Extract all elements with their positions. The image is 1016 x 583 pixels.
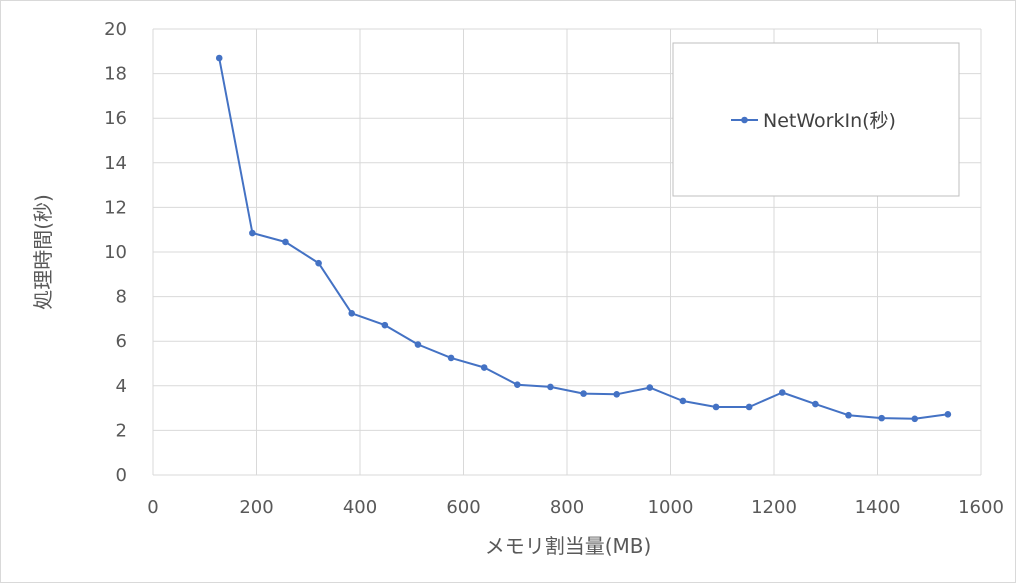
data-point-4 — [348, 310, 356, 317]
data-point-14 — [679, 397, 687, 405]
data-point-3 — [315, 259, 322, 267]
x-axis-ticks: 0 200 400 600 800 1000 1200 1400 1600 — [147, 497, 1004, 518]
data-point-13 — [646, 384, 654, 391]
data-point-19 — [845, 411, 852, 419]
x-tick-label-6: 1200 — [751, 497, 797, 518]
y-tick-label-3: 6 — [116, 331, 127, 352]
data-point-9 — [514, 381, 521, 388]
x-tick-label-7: 1400 — [855, 497, 901, 518]
data-point-11 — [580, 390, 587, 397]
series-group — [215, 54, 952, 423]
data-point-20 — [878, 414, 885, 422]
y-axis-ticks: 0 2 4 6 8 10 12 14 16 18 20 — [104, 19, 127, 486]
y-tick-label-6: 12 — [104, 197, 127, 218]
data-point-10 — [547, 383, 554, 391]
x-tick-label-0: 0 — [147, 497, 158, 518]
y-tick-label-4: 8 — [116, 287, 127, 308]
data-point-8 — [480, 364, 488, 371]
x-tick-label-2: 400 — [343, 497, 377, 518]
legend-label: NetWorkIn(秒) — [763, 110, 896, 132]
legend: NetWorkIn(秒) — [672, 42, 960, 197]
x-tick-label-1: 200 — [239, 497, 273, 518]
data-point-12 — [613, 390, 620, 398]
y-tick-label-8: 16 — [104, 108, 127, 129]
data-point-7 — [447, 354, 455, 362]
data-point-16 — [745, 403, 753, 411]
data-point-21 — [911, 415, 919, 423]
x-tick-label-4: 800 — [550, 497, 584, 518]
data-point-2 — [282, 238, 289, 246]
y-tick-label-10: 20 — [104, 19, 127, 40]
data-point-15 — [712, 403, 720, 411]
x-tick-label-3: 600 — [446, 497, 480, 518]
y-tick-label-9: 18 — [104, 64, 127, 85]
data-point-18 — [812, 400, 819, 408]
x-tick-label-5: 1000 — [648, 497, 694, 518]
y-axis-title: 処理時間(秒) — [31, 194, 55, 310]
y-tick-label-0: 0 — [116, 465, 127, 486]
data-point-6 — [414, 341, 422, 348]
y-tick-label-1: 2 — [116, 420, 127, 441]
data-point-17 — [778, 389, 786, 396]
y-tick-label-5: 10 — [104, 242, 127, 263]
x-axis-title: メモリ割当量(MB) — [485, 534, 652, 558]
data-point-0 — [215, 54, 223, 62]
data-point-1 — [249, 229, 256, 237]
y-tick-label-7: 14 — [104, 153, 127, 174]
legend-point-marker — [741, 116, 748, 124]
y-tick-label-2: 4 — [116, 376, 127, 397]
data-point-22 — [944, 411, 952, 418]
grid — [152, 28, 982, 476]
data-point-5 — [381, 321, 389, 329]
x-tick-label-8: 1600 — [958, 497, 1004, 518]
legend-box — [672, 42, 960, 197]
